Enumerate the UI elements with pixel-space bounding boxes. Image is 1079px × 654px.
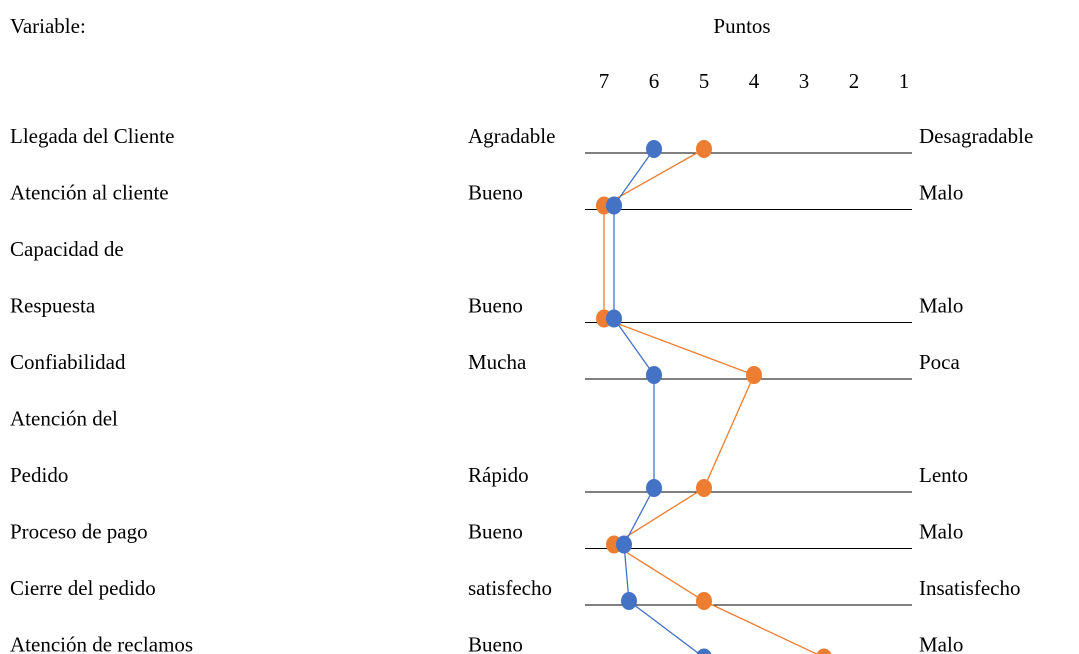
series-2-point: [696, 140, 712, 158]
series-1-point: [621, 592, 637, 610]
left-anchor-label: Bueno: [468, 633, 523, 654]
right-anchor-label: Malo: [919, 633, 963, 654]
series-1-point: [616, 535, 632, 554]
scale-tick-labels: 7 6 5 4 3 2 1: [599, 69, 910, 93]
series-2-point: [816, 648, 832, 654]
variable-label: Cierre del pedido: [10, 576, 156, 600]
series-2-point: [696, 592, 712, 610]
scale-tick-1: 1: [899, 69, 910, 93]
variable-rows: Llegada del Cliente Agradable Desagradable…: [10, 124, 1033, 654]
series-1-point: [646, 479, 662, 497]
left-anchor-label: Bueno: [468, 294, 523, 318]
series-1-point: [646, 140, 662, 158]
variable-label: Atención del: [10, 407, 118, 431]
series-layer: [596, 140, 832, 654]
variable-label: Capacidad de: [10, 237, 124, 261]
left-anchor-label: satisfecho: [468, 576, 552, 600]
right-anchor-label: Desagradable: [919, 124, 1033, 148]
right-anchor-label: Poca: [919, 350, 961, 374]
variable-label: Atención de reclamos: [10, 633, 193, 654]
right-anchor-label: Malo: [919, 294, 963, 318]
series-1-point: [606, 309, 622, 328]
right-anchor-label: Insatisfecho: [919, 576, 1020, 600]
left-anchor-label: Bueno: [468, 520, 523, 544]
scale-tick-2: 2: [849, 69, 860, 93]
variable-label: Atención al cliente: [10, 181, 169, 205]
series-2-line: [603, 148, 819, 654]
scale-tick-5: 5: [699, 69, 710, 93]
series-1-point: [646, 366, 662, 384]
left-anchor-label: Mucha: [468, 350, 527, 374]
variable-label: Confiabilidad: [10, 350, 126, 374]
variable-label: Llegada del Cliente: [10, 124, 174, 148]
series-1-point: [606, 196, 622, 215]
scale-tick-7: 7: [599, 69, 610, 93]
left-anchor-label: Rápido: [468, 463, 529, 487]
series-1-point: [696, 648, 712, 654]
variable-label: Proceso de pago: [10, 520, 148, 544]
left-anchor-label: Agradable: [468, 124, 555, 148]
scale-tick-3: 3: [799, 69, 810, 93]
series-2-point: [746, 366, 762, 384]
scale-tick-4: 4: [749, 69, 760, 93]
variable-label: Respuesta: [10, 294, 96, 318]
series-2-point: [696, 479, 712, 497]
left-anchor-label: Bueno: [468, 181, 523, 205]
variable-heading: Variable:: [10, 14, 86, 38]
right-anchor-label: Malo: [919, 520, 963, 544]
right-anchor-label: Malo: [919, 181, 963, 205]
points-heading: Puntos: [713, 14, 770, 38]
right-anchor-label: Lento: [919, 463, 968, 487]
series-1-line: [613, 148, 701, 654]
scale-tick-6: 6: [649, 69, 660, 93]
variable-label: Pedido: [10, 463, 68, 487]
